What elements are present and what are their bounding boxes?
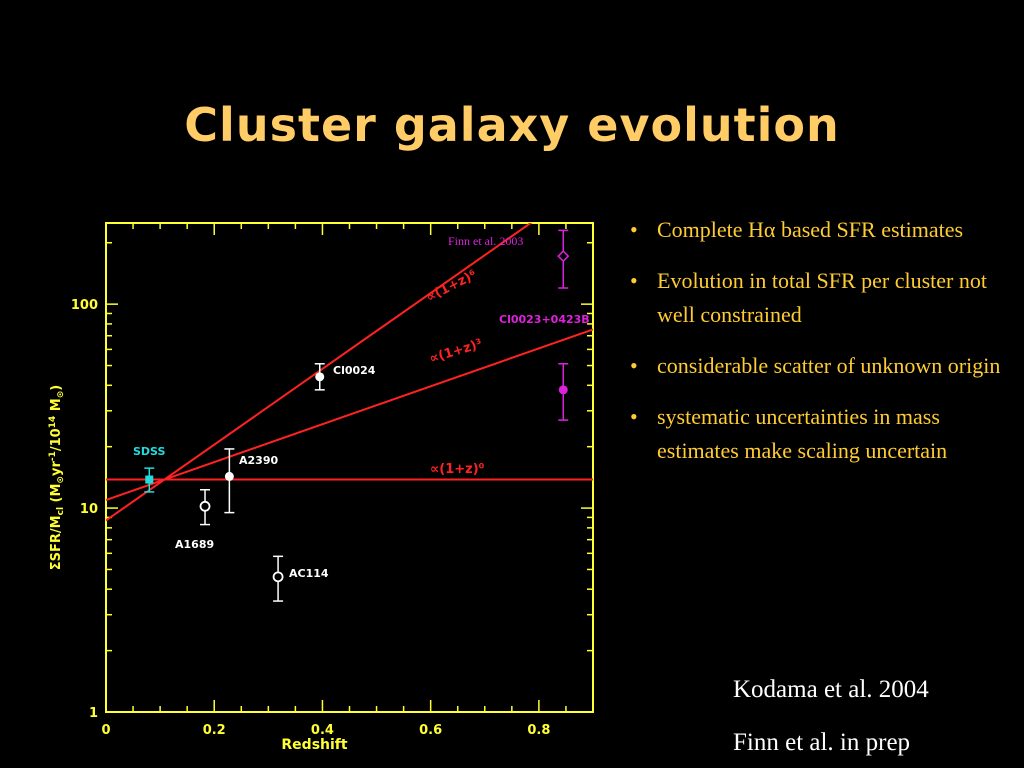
- bullet-dot: •: [630, 217, 638, 242]
- label-power-6: ∝(1+z)⁶: [424, 267, 479, 305]
- data-point: [199, 488, 211, 526]
- x-tick-label: 0: [101, 723, 110, 738]
- power-law-line: [106, 223, 533, 522]
- x-tick-label: 0.6: [419, 723, 442, 738]
- y-tick-label: 1: [89, 706, 98, 721]
- y-axis-label: ΣSFR/Mcl (M⊙yr-1/1014 M⊙): [48, 385, 66, 570]
- data-point: [224, 448, 235, 514]
- label-sdss: SDSS: [133, 445, 165, 458]
- data-point: [314, 363, 325, 391]
- y-tick-label: 100: [71, 298, 98, 313]
- citation-kodama: Kodama et al. 2004: [733, 676, 929, 703]
- power-law-line: [106, 328, 593, 501]
- point-marker: [557, 250, 570, 263]
- point-marker: [145, 475, 154, 484]
- y-tick-label: 10: [80, 502, 98, 517]
- sfr-redshift-chart: 0 0.2 0.4 0.6 0.8 1 10 100 Redshift ΣSFR/Mcl (M⊙y…: [48, 222, 594, 753]
- label-finn-2003: Finn et al. 2003: [448, 234, 523, 248]
- slide-title: Cluster galaxy evolution: [184, 98, 840, 152]
- x-tick-label: 0.4: [311, 723, 334, 738]
- data-point: [558, 363, 569, 421]
- bullet-item: • systematic uncertainties in mass estim…: [630, 400, 1015, 468]
- point-marker: [199, 500, 211, 512]
- x-axis-label: Redshift: [281, 737, 347, 753]
- label-a2390: A2390: [239, 454, 278, 467]
- axes: 0 0.2 0.4 0.6 0.8 1 10 100 Redshift ΣSFR/Mcl (M⊙y…: [48, 222, 594, 753]
- x-tick-label: 0.8: [527, 723, 550, 738]
- point-marker: [224, 471, 234, 481]
- data-point: [272, 555, 284, 602]
- bullet-item: • Complete Hα based SFR estimates: [630, 213, 1015, 247]
- point-marker: [272, 571, 284, 583]
- label-power-0: ∝(1+z)⁰: [430, 462, 485, 477]
- bullet-item: • considerable scatter of unknown origin: [630, 349, 1015, 383]
- point-marker: [315, 372, 325, 382]
- label-cl0024: Cl0024: [333, 364, 376, 377]
- plot-frame: [105, 222, 594, 713]
- bullet-text: Complete Hα based SFR estimates: [657, 217, 964, 242]
- scaling-lines: [106, 223, 593, 522]
- x-tick-label: 0.2: [203, 723, 226, 738]
- bullet-dot: •: [630, 404, 638, 429]
- label-power-3: ∝(1+z)³: [428, 337, 484, 367]
- label-cl0023: Cl0023+0423B: [499, 313, 590, 326]
- bullet-item: • Evolution in total SFR per cluster not…: [630, 264, 1015, 332]
- bullet-text: Evolution in total SFR per cluster not w…: [657, 268, 987, 327]
- data-point: [557, 229, 570, 289]
- bullet-text: considerable scatter of unknown origin: [657, 353, 1001, 378]
- data-point: [144, 467, 155, 493]
- label-a1689: A1689: [175, 538, 214, 551]
- bullet-dot: •: [630, 353, 638, 378]
- citation-finn: Finn et al. in prep: [733, 729, 911, 756]
- data-points: [144, 229, 570, 602]
- point-marker: [558, 385, 568, 395]
- bullet-dot: •: [630, 268, 638, 293]
- bullet-text: systematic uncertainties in mass estimat…: [657, 404, 948, 463]
- bullet-list: • Complete Hα based SFR estimates • Evol…: [630, 213, 1015, 485]
- chart-labels: SDSS A1689 A2390 Cl0024 AC114 Cl0023+0423B Fin…: [133, 234, 590, 580]
- label-ac114: AC114: [289, 567, 329, 580]
